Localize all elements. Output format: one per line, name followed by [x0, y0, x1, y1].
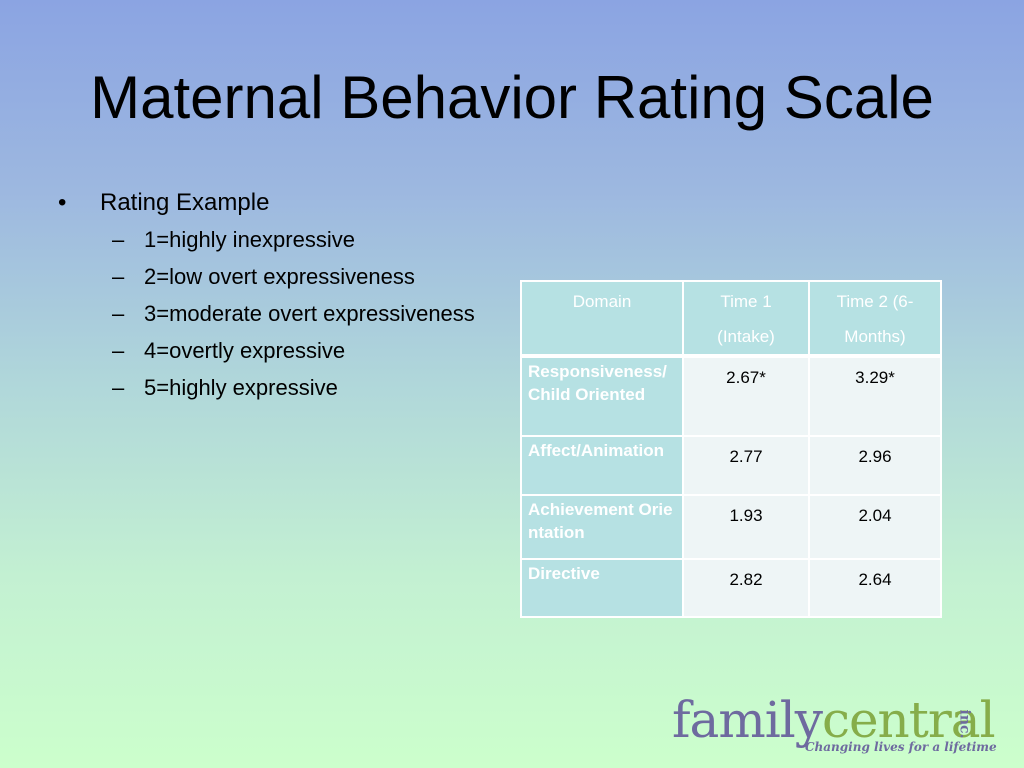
header-domain: Domain [520, 280, 684, 357]
sub-item: –2=low overt expressiveness [58, 261, 478, 292]
table-header-row: Domain Time 1 (Intake) Time 2 (6-Months) [520, 280, 942, 357]
table-row: Affect/Animation 2.77 2.96 [520, 435, 942, 496]
sub-item: –1=highly inexpressive [58, 224, 478, 255]
domain-cell: Responsiveness/Child Oriented [520, 355, 684, 437]
dash-icon: – [112, 264, 125, 289]
header-time1: Time 1 (Intake) [682, 280, 810, 357]
sub-item-text: 2=low overt expressiveness [144, 264, 415, 289]
time1-cell: 2.67* [682, 355, 810, 437]
table-row: Responsiveness/Child Oriented 2.67* 3.29… [520, 355, 942, 437]
time1-cell: 2.82 [682, 558, 810, 618]
domain-cell: Directive [520, 558, 684, 618]
dash-icon: – [112, 338, 125, 363]
logo-inc: inc. [956, 709, 973, 739]
table-row: Achievement Orientation 1.93 2.04 [520, 494, 942, 560]
bullet-list: • Rating Example –1=highly inexpressive … [58, 186, 478, 409]
logo-tagline: Changing lives for a lifetime [805, 740, 997, 754]
time1-cell: 1.93 [682, 494, 810, 560]
sub-item: –4=overtly expressive [58, 335, 478, 366]
sub-item-text: 5=highly expressive [144, 375, 338, 400]
bullet-text: Rating Example [100, 189, 270, 216]
sub-item-text: 3=moderate overt expressiveness [144, 301, 475, 326]
table-row: Directive 2.82 2.64 [520, 558, 942, 618]
rating-table: Domain Time 1 (Intake) Time 2 (6-Months)… [520, 280, 942, 618]
time1-cell: 2.77 [682, 435, 810, 496]
dash-icon: – [112, 375, 125, 400]
domain-cell: Affect/Animation [520, 435, 684, 496]
logo-word-family: family [672, 691, 823, 749]
sub-item: –5=highly expressive [58, 372, 478, 403]
dash-icon: – [112, 227, 125, 252]
logo-wordmark: familycentral [672, 690, 996, 750]
header-time2: Time 2 (6-Months) [808, 280, 942, 357]
domain-cell: Achievement Orientation [520, 494, 684, 560]
time2-cell: 3.29* [808, 355, 942, 437]
slide-title: Maternal Behavior Rating Scale [90, 64, 934, 131]
dash-icon: – [112, 301, 125, 326]
sub-item-text: 4=overtly expressive [144, 338, 346, 363]
sub-item: –3=moderate overt expressiveness [58, 298, 478, 329]
time2-cell: 2.04 [808, 494, 942, 560]
sub-item-text: 1=highly inexpressive [144, 227, 355, 252]
time2-cell: 2.96 [808, 435, 942, 496]
familycentral-logo: familycentral inc. Changing lives for a … [672, 690, 997, 762]
bullet-item: • Rating Example [58, 186, 478, 220]
bullet-icon: • [58, 189, 67, 216]
logo-word-central: central [821, 691, 996, 749]
sub-list: –1=highly inexpressive –2=low overt expr… [58, 224, 478, 403]
time2-cell: 2.64 [808, 558, 942, 618]
